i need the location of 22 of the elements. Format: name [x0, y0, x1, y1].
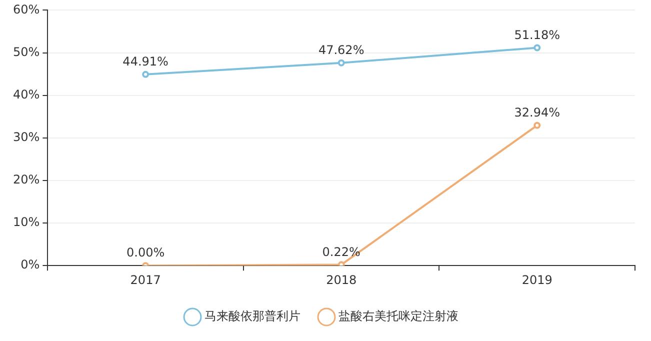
y-tick-label: 40%	[13, 87, 40, 102]
x-tick-label: 2017	[130, 272, 161, 287]
y-tick-label: 30%	[13, 130, 40, 144]
y-tick-label: 50%	[13, 44, 40, 59]
point	[534, 44, 541, 52]
y-tick-label: 10%	[13, 215, 40, 230]
point	[534, 122, 541, 129]
data-label: 32.94%	[514, 106, 560, 120]
data-label: 0.22%	[322, 244, 360, 259]
data-label: 44.91%	[122, 54, 168, 69]
x-tick-label: 2019	[522, 272, 552, 287]
legend-label: 马来酸依那普利片	[204, 309, 300, 324]
legend-label: 盐酸右美托咪定注射液	[338, 309, 458, 324]
x-tick-label: 2018	[326, 272, 357, 287]
data-label: 0.00%	[126, 246, 165, 260]
point	[338, 59, 345, 66]
y-tick-label: 60%	[13, 2, 40, 16]
data-label: 47.62%	[318, 43, 364, 58]
y-tick-label: 20%	[13, 172, 40, 187]
y-tick-label: 0%	[20, 258, 40, 272]
data-label: 51.18%	[514, 28, 560, 42]
point	[142, 70, 150, 78]
